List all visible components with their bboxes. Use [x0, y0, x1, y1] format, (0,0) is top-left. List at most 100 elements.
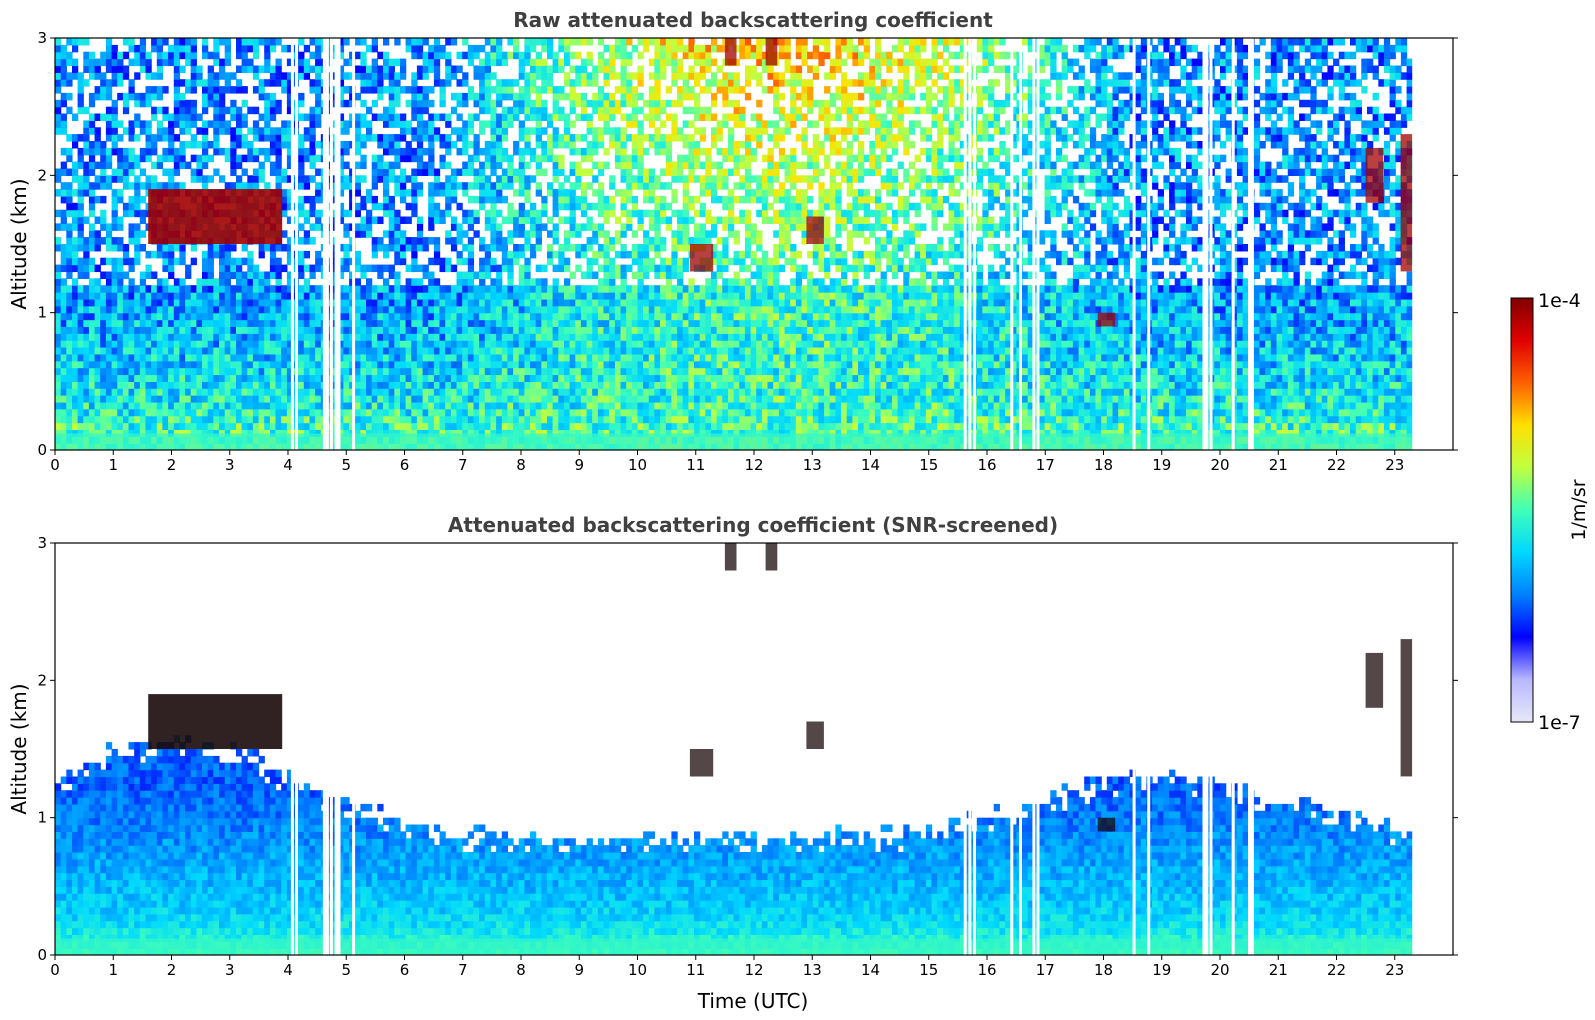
heatmap-cell	[484, 292, 492, 300]
heatmap-cell	[405, 38, 412, 46]
heatmap-cell	[139, 38, 147, 46]
heatmap-cell	[77, 388, 84, 396]
heatmap-cell	[219, 353, 226, 362]
heatmap-cell	[202, 264, 209, 273]
heatmap-cell	[422, 244, 429, 252]
heatmap-cell	[428, 189, 435, 197]
heatmap-cell	[518, 353, 525, 362]
heatmap-cell	[247, 381, 254, 389]
heatmap-cell	[479, 360, 486, 369]
heatmap-cell	[569, 305, 576, 314]
heatmap-cell	[603, 72, 610, 80]
heatmap-cell	[439, 209, 446, 218]
heatmap-cell	[541, 127, 548, 135]
heatmap-cell	[354, 374, 361, 382]
heatmap-cell	[535, 65, 542, 73]
heatmap-cell	[196, 292, 203, 300]
heatmap-cell	[105, 429, 113, 437]
heatmap-cell	[575, 415, 582, 424]
heatmap-cell	[462, 79, 469, 87]
heatmap-cell	[134, 72, 141, 80]
heatmap-cell	[569, 292, 576, 300]
heatmap-cell	[631, 86, 639, 94]
heatmap-cell	[309, 195, 316, 204]
heatmap-cell	[173, 298, 181, 307]
heatmap-cell	[326, 264, 333, 273]
heatmap-cell	[445, 51, 452, 60]
heatmap-cell	[55, 99, 62, 108]
heatmap-cell	[173, 326, 181, 334]
heatmap-cell	[196, 305, 203, 314]
heatmap-cell	[315, 154, 322, 163]
heatmap-cell	[609, 381, 616, 389]
heatmap-cell	[190, 367, 197, 376]
heatmap-cell	[128, 195, 135, 204]
heatmap-cell	[479, 388, 486, 396]
heatmap-cell	[139, 319, 147, 327]
heatmap-cell	[416, 429, 424, 437]
heatmap-cell	[411, 264, 418, 273]
heatmap-cell	[541, 312, 548, 321]
heatmap-cell	[269, 244, 277, 252]
heatmap-cell	[569, 38, 576, 46]
heatmap-cell	[122, 127, 130, 135]
heatmap-cell	[643, 182, 650, 190]
heatmap-cell	[139, 99, 147, 108]
heatmap-cell	[77, 264, 84, 273]
heatmap-cell	[100, 395, 107, 403]
heatmap-cell	[343, 360, 350, 369]
heatmap-cell	[55, 244, 62, 252]
heatmap-cell	[637, 65, 644, 73]
heatmap-cell	[83, 312, 90, 321]
heatmap-cell	[637, 257, 644, 266]
heatmap-cell	[190, 113, 197, 121]
heatmap-cell	[524, 106, 531, 115]
heatmap-cell	[597, 264, 605, 273]
heatmap-cell	[354, 333, 361, 341]
heatmap-cell	[575, 51, 582, 60]
heatmap-cell	[196, 278, 203, 286]
heatmap-cell	[637, 298, 644, 307]
heatmap-cell	[620, 195, 627, 204]
heatmap-cell	[518, 175, 525, 183]
heatmap-cell	[626, 305, 633, 314]
heatmap-cell	[501, 147, 509, 156]
heatmap-cell	[626, 326, 633, 334]
heatmap-cell	[162, 395, 169, 403]
heatmap-cell	[620, 298, 627, 307]
heatmap-cell	[416, 285, 424, 293]
heatmap-cell	[66, 154, 73, 163]
heatmap-cell	[100, 353, 107, 362]
heatmap-cell	[128, 182, 135, 190]
heatmap-cell	[405, 415, 412, 424]
heatmap-cell	[614, 189, 622, 197]
heatmap-cell	[490, 44, 497, 53]
heatmap-cell	[281, 429, 288, 437]
heatmap-cell	[467, 141, 475, 149]
heatmap-cell	[433, 72, 441, 80]
heatmap-cell	[501, 388, 509, 396]
heatmap-cell	[586, 168, 593, 176]
heatmap-cell	[496, 415, 503, 424]
heatmap-cell	[484, 305, 492, 314]
heatmap-cell	[592, 250, 599, 259]
heatmap-cell	[360, 415, 367, 424]
heatmap-cell	[303, 285, 311, 293]
heatmap-cell	[247, 360, 254, 369]
heatmap-cell	[558, 333, 565, 341]
heatmap-cell	[258, 347, 265, 355]
heatmap-cell	[637, 305, 644, 314]
heatmap-cell	[55, 65, 62, 73]
heatmap-cell	[541, 353, 548, 362]
heatmap-cell	[202, 333, 209, 341]
heatmap-cell	[190, 305, 197, 314]
heatmap-cell	[473, 44, 480, 53]
heatmap-cell	[117, 388, 124, 396]
heatmap-cell	[626, 51, 633, 60]
heatmap-cell	[190, 360, 197, 369]
heatmap-cell	[603, 106, 610, 115]
heatmap-cell	[173, 79, 181, 87]
heatmap-cell	[77, 161, 84, 170]
heatmap-cell	[145, 298, 152, 307]
heatmap-cell	[241, 298, 248, 307]
